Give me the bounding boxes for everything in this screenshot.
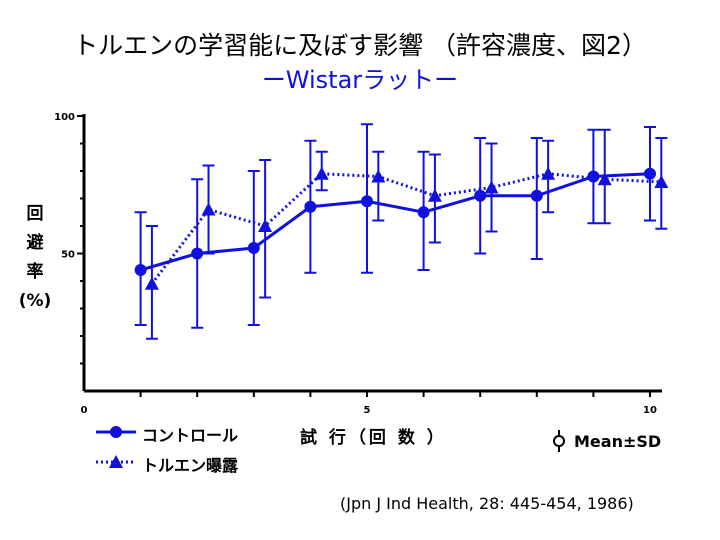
data-point-control bbox=[361, 195, 373, 208]
data-point-control bbox=[134, 264, 147, 276]
error-bar-legend-icon bbox=[553, 430, 565, 452]
y-axis-label: 回 避 率 (%) bbox=[18, 200, 52, 316]
data-point-toluene bbox=[258, 219, 273, 232]
y-label-char: 率 bbox=[26, 262, 44, 282]
x-tick-label: 5 bbox=[364, 405, 371, 416]
chart-subtitle: ーWistarラットー bbox=[261, 66, 459, 94]
y-tick-label: 50 bbox=[61, 250, 75, 261]
data-point-control bbox=[587, 170, 600, 183]
citation: (Jpn J Ind Health, 28: 445-454, 1986) bbox=[340, 494, 634, 513]
data-point-control bbox=[191, 247, 204, 260]
error-bar-legend-label: Mean±SD bbox=[574, 432, 662, 451]
data-point-toluene bbox=[484, 180, 499, 194]
y-label-unit: (%) bbox=[18, 291, 52, 311]
legend-swatch-toluene bbox=[96, 455, 136, 468]
data-point-toluene bbox=[144, 276, 159, 290]
legend-label-toluene: トルエン曝露 bbox=[142, 456, 239, 475]
y-label-char: 回 bbox=[26, 204, 44, 224]
data-point-control bbox=[304, 200, 317, 213]
data-point-control bbox=[417, 206, 430, 219]
x-axis-label: 試 行（回 数 ） bbox=[300, 428, 447, 448]
data-point-control bbox=[530, 189, 543, 202]
y-tick-label: 100 bbox=[54, 112, 75, 123]
y-label-char: 避 bbox=[26, 233, 44, 253]
data-point-toluene bbox=[427, 188, 442, 202]
chart-title: トルエンの学習能に及ぼす影響 （許容濃度、図2） bbox=[73, 31, 647, 60]
legend-label-control: コントロール bbox=[142, 426, 239, 445]
data-point-control bbox=[474, 189, 487, 202]
data-point-toluene bbox=[314, 166, 329, 180]
data-point-control bbox=[247, 242, 260, 254]
data-point-toluene bbox=[654, 175, 669, 188]
data-point-toluene bbox=[597, 172, 612, 186]
data-point-control bbox=[644, 167, 656, 180]
data-point-toluene bbox=[541, 166, 556, 180]
series-line-toluene bbox=[150, 172, 662, 285]
data-point-toluene bbox=[371, 169, 386, 183]
legend-swatch-control bbox=[96, 426, 136, 438]
x-tick-label: 0 bbox=[81, 405, 88, 416]
series-line-control bbox=[140, 172, 651, 272]
x-tick-label: 10 bbox=[643, 405, 657, 416]
data-point-toluene bbox=[201, 202, 216, 216]
